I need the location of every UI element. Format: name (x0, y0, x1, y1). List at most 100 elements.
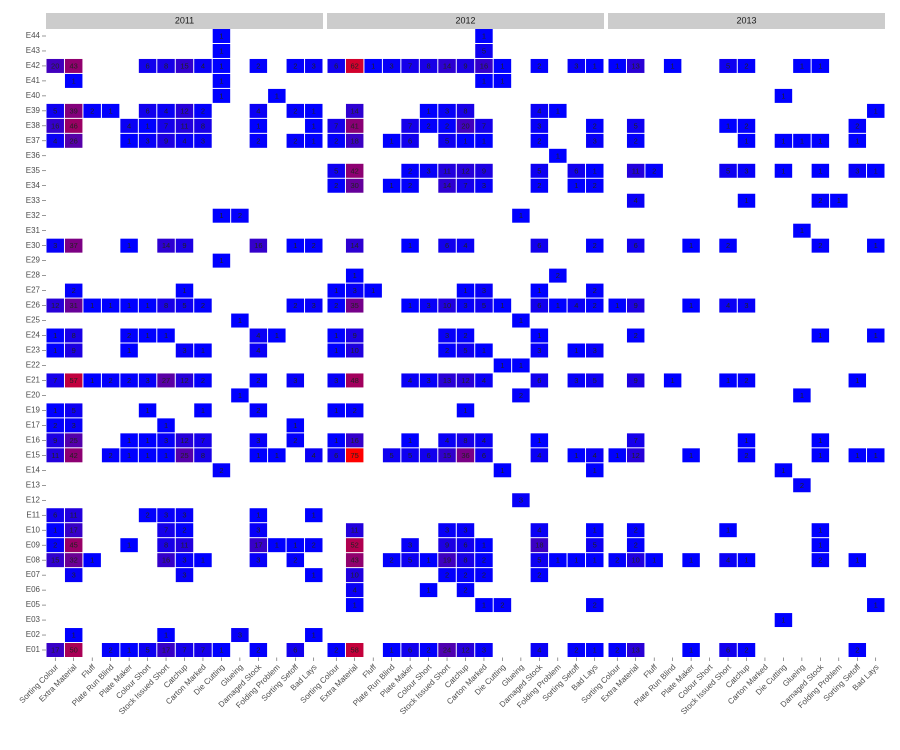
cell-label: 1 (593, 645, 597, 654)
facet-strip (327, 13, 604, 29)
cell-label: 18 (535, 541, 543, 550)
heat-cell (345, 328, 364, 343)
cell-label: 1 (426, 586, 430, 595)
heat-cell (867, 328, 885, 343)
y-tick-label: E13 (26, 480, 41, 489)
cell-label: 1 (275, 541, 279, 550)
cell-label: 1 (390, 181, 394, 190)
heat-cell (401, 553, 419, 568)
heat-cell (848, 373, 867, 388)
cell-label: 15 (443, 451, 451, 460)
heat-cell (626, 238, 645, 253)
heat-cell (567, 343, 586, 358)
heat-cell (286, 643, 305, 657)
cell-label: 8 (164, 541, 168, 550)
cell-label: 2 (593, 301, 597, 310)
heat-cell (867, 448, 885, 463)
heat-cell (345, 448, 364, 463)
cell-label: 1 (334, 286, 338, 295)
heat-cell (493, 298, 512, 313)
cell-label: 3 (463, 526, 467, 535)
y-tick-label: E26 (26, 301, 41, 310)
y-tick-label: E32 (26, 211, 41, 220)
cell-label: 6 (426, 451, 430, 460)
cell-label: 9 (634, 301, 638, 310)
cell-label: 2 (293, 556, 297, 565)
cell-label: 1 (53, 331, 57, 340)
facet-label: 2011 (175, 15, 194, 25)
cell-label: 10 (351, 571, 359, 580)
heat-cell (626, 193, 645, 208)
heat-cell (286, 103, 305, 118)
heat-cell (286, 133, 305, 148)
cell-label: 1 (800, 226, 804, 235)
cell-label: 1 (574, 346, 578, 355)
heat-cell (120, 448, 138, 463)
cell-label: 1 (219, 256, 223, 265)
heat-cell (401, 118, 419, 133)
heat-cell (212, 643, 231, 657)
cell-label: 6 (537, 376, 541, 385)
cell-label: 2 (537, 61, 541, 70)
heat-cell (286, 58, 305, 73)
cell-label: 2 (293, 106, 297, 115)
cell-label: 1 (426, 556, 430, 565)
heat-cell (456, 133, 475, 148)
cell-label: 13 (632, 61, 640, 70)
cell-label: 3 (426, 301, 430, 310)
heat-cell (475, 598, 493, 613)
heat-cell (157, 643, 175, 657)
heat-cell (719, 523, 737, 538)
cell-label: 1 (408, 436, 412, 445)
heat-cell (175, 133, 194, 148)
heat-cell (456, 433, 475, 448)
cell-label: 12 (51, 301, 59, 310)
cell-label: 19 (443, 556, 451, 565)
cell-label: 4 (164, 106, 168, 115)
heat-cell (138, 103, 157, 118)
heat-cell (345, 598, 364, 613)
cell-label: 2 (726, 241, 730, 250)
heat-cell (345, 523, 364, 538)
heat-cell (157, 553, 175, 568)
cell-label: 2 (744, 645, 748, 654)
cell-label: 5 (482, 46, 486, 55)
heat-cell (867, 163, 885, 178)
heat-cell (530, 58, 549, 73)
cell-label: 35 (351, 301, 359, 310)
heat-cell (138, 643, 157, 657)
cell-label: 2 (537, 181, 541, 190)
cell-label: 2 (127, 331, 131, 340)
heat-cell (456, 103, 475, 118)
y-tick-label: E41 (26, 76, 41, 85)
cell-label: 48 (351, 376, 359, 385)
heat-cell (438, 553, 456, 568)
cell-label: 3 (537, 346, 541, 355)
cell-label: 1 (818, 436, 822, 445)
y-tick-label: E28 (26, 271, 41, 280)
cell-label: 1 (874, 331, 878, 340)
cell-label: 4 (537, 526, 541, 535)
heat-cell (530, 523, 549, 538)
heat-cell (327, 343, 345, 358)
cell-label: 2 (615, 645, 619, 654)
heat-cell (719, 163, 737, 178)
heat-cell (811, 523, 830, 538)
heat-cell (175, 538, 194, 553)
heat-cell (268, 328, 286, 343)
heat-cell (249, 238, 268, 253)
heat-cell (626, 523, 645, 538)
heat-cell (194, 403, 212, 418)
heat-cell (46, 118, 64, 133)
heat-cell (438, 163, 456, 178)
cell-label: 10 (351, 346, 359, 355)
cell-label: 4 (353, 586, 357, 595)
cell-label: 1 (781, 136, 785, 145)
heat-cell (719, 643, 737, 657)
cell-label: 6 (634, 241, 638, 250)
heat-cell (438, 298, 456, 313)
heat-cell (737, 163, 756, 178)
heat-cell (249, 643, 268, 657)
heat-cell (157, 523, 175, 538)
heat-cell (305, 103, 323, 118)
